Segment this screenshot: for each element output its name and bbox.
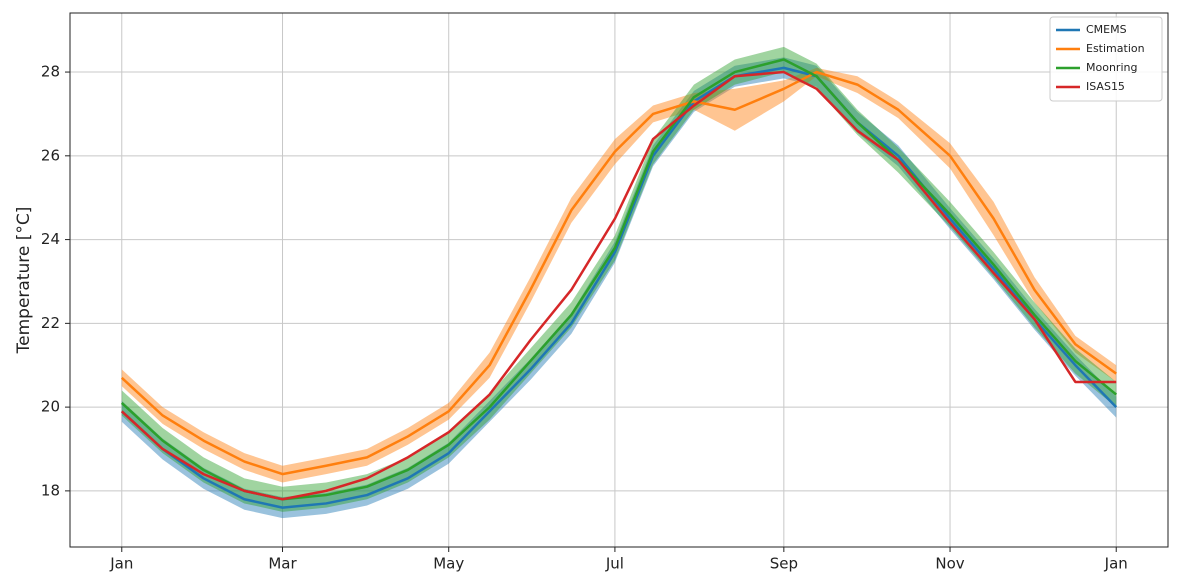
band [121,67,1117,483]
y-tick-label: 18 [41,481,60,499]
x-tick-label: Jan [109,555,133,573]
x-tick-label: May [433,555,464,573]
series-line [120,66,1118,509]
legend-label: CMEMS [1086,23,1127,36]
plot-frame [69,12,1169,548]
series-line [120,58,1118,501]
legend-label: Estimation [1086,42,1145,55]
legend-box [1049,16,1163,102]
band [121,57,1117,519]
legend-label: ISAS15 [1086,80,1125,93]
legend: CMEMS Estimation Moonring ISAS15 [1049,16,1163,102]
series-line [120,70,1117,476]
y-tick-label: 20 [41,398,60,416]
band [121,46,1117,512]
x-tick-label: Jul [605,555,624,573]
y-tick-label: 26 [41,146,60,164]
legend-label: Moonring [1086,61,1137,74]
x-tick-label: Nov [935,555,964,573]
series-line [120,70,1117,501]
x-tick-label: Sep [770,555,798,573]
y-axis-label: Temperature [°C] [14,207,34,355]
x-tick-label: Mar [268,555,297,573]
y-tick-label: 24 [41,230,60,248]
x-tick-label: Jan [1104,555,1128,573]
y-tick-label: 28 [41,63,60,81]
y-tick-label: 22 [41,314,60,332]
